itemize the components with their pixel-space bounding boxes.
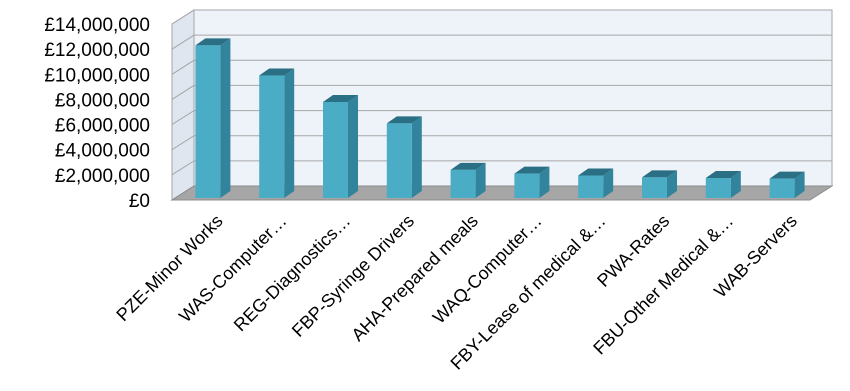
bar bbox=[259, 68, 295, 199]
bar bbox=[578, 168, 614, 198]
y-tick-label: £6,000,000 bbox=[55, 116, 150, 137]
y-tick-label: £4,000,000 bbox=[55, 141, 150, 162]
bar bbox=[450, 162, 486, 198]
x-tick-label: AHA-Prepared meals bbox=[348, 211, 482, 345]
bar-front bbox=[642, 177, 667, 198]
bar bbox=[323, 94, 358, 198]
bar-side bbox=[475, 162, 486, 198]
y-tick-label: £10,000,000 bbox=[44, 65, 150, 86]
bar-top bbox=[514, 166, 550, 174]
bar-side bbox=[603, 168, 614, 198]
bar-front bbox=[323, 101, 348, 198]
bar-top bbox=[578, 168, 614, 176]
gridline bbox=[171, 84, 832, 100]
y-tick-label: £12,000,000 bbox=[44, 40, 150, 61]
bar-side bbox=[220, 38, 231, 198]
bar-top bbox=[195, 38, 231, 46]
bar-top bbox=[323, 94, 358, 102]
gridline bbox=[171, 135, 832, 151]
y-tick-label: £8,000,000 bbox=[55, 90, 150, 111]
bar-front bbox=[514, 173, 540, 198]
bar-front bbox=[195, 45, 221, 198]
bar-top bbox=[259, 68, 295, 76]
bar-top bbox=[705, 171, 741, 178]
y-tick-label: £14,000,000 bbox=[44, 15, 150, 36]
bar-front bbox=[259, 75, 285, 198]
bar bbox=[769, 171, 805, 198]
bar-front bbox=[769, 178, 795, 198]
bar-top bbox=[642, 170, 677, 178]
x-tick-label: WAS-Computer… bbox=[175, 211, 291, 327]
bar-side bbox=[667, 170, 677, 198]
x-tick-label: FBP-Syringe Drivers bbox=[288, 211, 418, 341]
bar-side bbox=[794, 171, 805, 198]
side-wall bbox=[171, 9, 195, 201]
bar-side bbox=[284, 68, 295, 199]
bar-top bbox=[386, 116, 422, 124]
bar-front bbox=[386, 123, 412, 198]
gridline bbox=[171, 34, 832, 50]
bar-side bbox=[730, 171, 741, 198]
bar-side bbox=[539, 166, 550, 198]
bar-side bbox=[411, 116, 422, 198]
bar bbox=[195, 38, 231, 198]
gridline bbox=[171, 160, 832, 176]
bars bbox=[195, 38, 805, 199]
bar-front bbox=[578, 175, 604, 198]
x-tick-label: WAQ-Computer… bbox=[429, 211, 546, 328]
bar-top bbox=[769, 171, 805, 179]
bar-front bbox=[705, 178, 731, 198]
x-tick-label: REG-Diagnostics… bbox=[230, 211, 354, 335]
gridline bbox=[171, 9, 832, 25]
gridline bbox=[171, 110, 832, 125]
gridline bbox=[171, 59, 832, 75]
y-axis-tick-labels: £0 £2,000,000 £4,000,000 £6,000,000 £8,000,0… bbox=[44, 15, 150, 212]
bar bbox=[386, 116, 422, 198]
bar bbox=[642, 170, 677, 198]
bar-top bbox=[450, 162, 486, 170]
x-tick-label: PZE-Minor Works bbox=[112, 211, 226, 325]
bar-front bbox=[450, 169, 476, 198]
y-tick-label: £2,000,000 bbox=[55, 166, 150, 187]
x-axis-tick-labels: PZE-Minor WorksWAS-Computer…REG-Diagnost… bbox=[112, 211, 801, 374]
y-tick-label: £0 bbox=[129, 191, 150, 212]
bar-side bbox=[348, 94, 358, 198]
bar bbox=[705, 171, 741, 198]
bar bbox=[514, 166, 550, 198]
